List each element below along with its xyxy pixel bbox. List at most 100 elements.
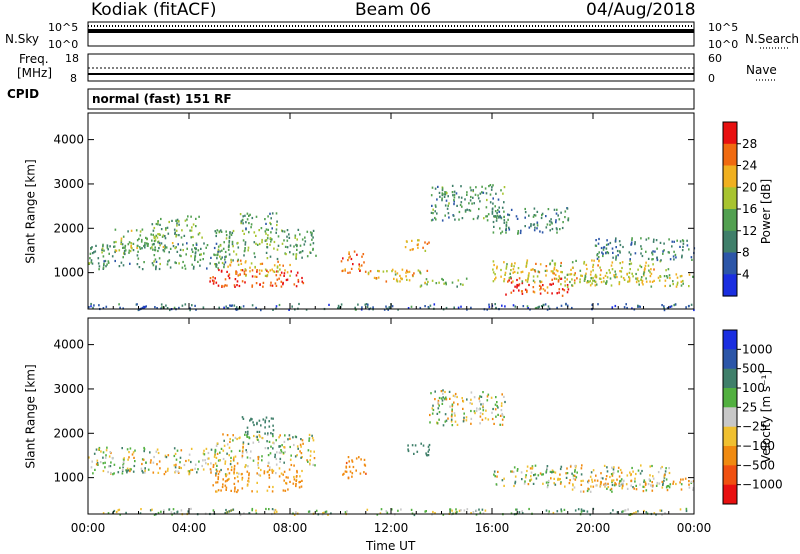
data-cell (266, 433, 269, 436)
data-cell (234, 487, 236, 490)
data-cell (295, 255, 297, 259)
data-cell (275, 472, 277, 475)
data-cell (640, 245, 642, 248)
data-cell (244, 281, 246, 284)
data-cell (610, 264, 613, 267)
data-cell (270, 223, 272, 226)
data-cell (246, 426, 249, 429)
data-cell (420, 442, 422, 445)
data-cell (640, 237, 642, 240)
data-cell (555, 212, 558, 215)
data-cell (680, 488, 683, 491)
data-cell (499, 216, 502, 219)
beam-title: Beam 06 (355, 0, 432, 20)
data-cell (173, 464, 176, 467)
data-cell (464, 210, 467, 213)
data-cell (241, 229, 244, 232)
data-cell (635, 281, 638, 284)
data-cell (459, 283, 462, 286)
data-cell (124, 244, 127, 247)
data-cell (622, 277, 625, 280)
data-cell (155, 260, 158, 263)
data-cell (214, 462, 217, 465)
data-cell (90, 466, 93, 469)
data-cell (163, 250, 166, 253)
data-cell (602, 254, 604, 258)
data-cell (435, 282, 438, 285)
data-cell (615, 273, 617, 276)
data-cell (219, 244, 222, 247)
data-cell (248, 472, 250, 475)
data-cell (662, 482, 664, 485)
data-cell (609, 241, 612, 245)
data-cell (623, 278, 626, 281)
data-cell (279, 268, 281, 271)
data-cell (615, 255, 617, 258)
data-cell (551, 469, 554, 472)
data-cell (429, 413, 431, 417)
data-cell (651, 485, 654, 488)
data-cell (560, 261, 562, 265)
data-cell (641, 254, 644, 258)
data-cell (641, 281, 643, 284)
data-cell (544, 269, 547, 272)
data-cell (289, 244, 292, 247)
data-cell (265, 416, 268, 419)
data-cell (265, 222, 267, 225)
data-cell (311, 437, 314, 440)
data-cell (220, 229, 222, 232)
data-cell (555, 227, 558, 230)
data-cell (504, 271, 507, 274)
data-cell (301, 280, 304, 283)
data-cell (176, 224, 178, 227)
data-cell (228, 477, 230, 481)
data-cell (177, 470, 179, 473)
data-cell (645, 238, 648, 241)
data-cell (492, 184, 494, 187)
data-cell (486, 399, 489, 402)
data-cell (223, 285, 225, 288)
data-cell (244, 247, 246, 250)
data-cell (105, 305, 108, 308)
data-cell (633, 487, 635, 490)
data-cell (566, 284, 569, 287)
data-cell (494, 278, 496, 281)
data-cell (255, 234, 257, 237)
data-cell (102, 462, 105, 465)
data-cell (124, 252, 126, 256)
data-cell (238, 472, 240, 475)
data-cell (591, 259, 593, 262)
data-cell (189, 309, 191, 312)
data-cell (442, 278, 444, 282)
data-cell (520, 229, 522, 232)
data-cell (212, 509, 215, 512)
data-cell (425, 452, 427, 455)
data-cell (364, 270, 367, 273)
data-cell (163, 473, 166, 476)
data-cell (275, 305, 278, 308)
data-cell (139, 230, 142, 233)
data-cell (542, 288, 545, 291)
data-cell (251, 284, 254, 287)
data-cell (540, 280, 543, 283)
data-cell (295, 484, 297, 488)
data-cell (107, 248, 109, 251)
data-cell (361, 306, 363, 309)
data-cell (546, 223, 549, 226)
y-tick-label: 3000 (53, 382, 84, 396)
data-cell (158, 460, 161, 463)
data-cell (218, 306, 220, 309)
data-cell (453, 412, 456, 415)
data-cell (136, 254, 139, 257)
data-cell (512, 289, 515, 292)
data-cell (478, 400, 481, 403)
cpid-label: CPID (7, 87, 40, 101)
data-cell (111, 255, 114, 258)
data-cell (581, 274, 583, 277)
data-cell (457, 279, 460, 282)
data-cell (168, 259, 171, 262)
data-cell (102, 267, 105, 270)
data-cell (277, 235, 280, 238)
data-cell (669, 258, 672, 261)
data-cell (269, 212, 271, 215)
